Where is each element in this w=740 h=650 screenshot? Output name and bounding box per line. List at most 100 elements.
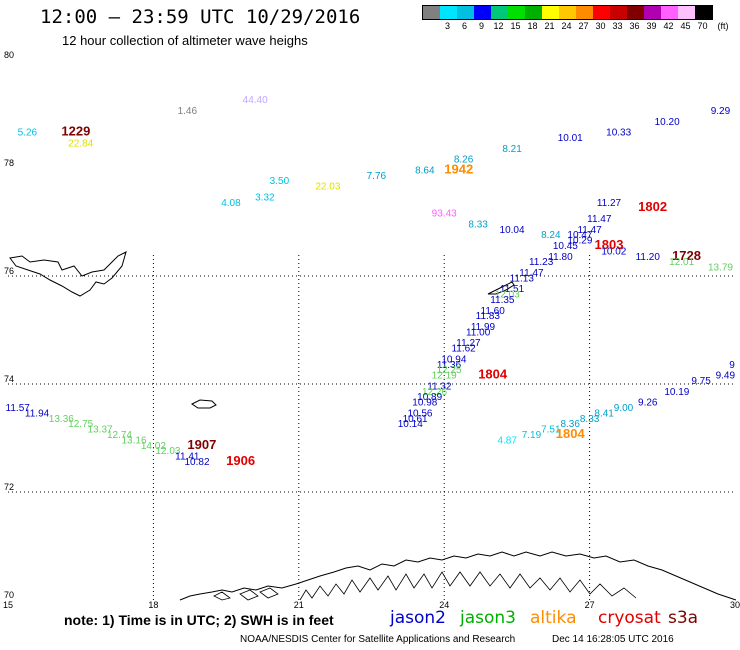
lat-lon-grid <box>8 255 735 600</box>
wave-height-label: 10.01 <box>558 133 583 144</box>
legend-swatch <box>593 6 610 19</box>
legend-tick-label: 18 <box>527 21 538 31</box>
legend-tick-label: 6 <box>461 21 468 31</box>
wave-height-label: 10.56 <box>407 408 432 419</box>
wave-height-label: 11.80 <box>548 252 573 263</box>
wave-height-label: 10.20 <box>655 117 680 128</box>
wave-height-label: 10.33 <box>606 128 631 139</box>
wave-height-label: 12.75 <box>68 419 93 430</box>
coastline <box>9 251 737 601</box>
pass-time-label: 1728 <box>672 248 701 263</box>
credit-text: NOAA/NESDIS Center for Satellite Applica… <box>240 634 516 645</box>
color-legend: 3 6 9 12 15 18 21 24 27 30 33 36 39 42 45 70 (ft) <box>422 5 729 32</box>
legend-swatch <box>678 6 695 19</box>
lat-tick-label: 78 <box>4 158 14 168</box>
wave-height-label: 9.49 <box>716 371 736 382</box>
wave-height-label: 3.50 <box>270 176 290 187</box>
legend-swatch <box>627 6 644 19</box>
wave-height-label: 11.27 <box>456 338 481 349</box>
legend-swatch <box>491 6 508 19</box>
wave-height-label: 9 <box>729 360 735 371</box>
pass-time-label: 1907 <box>187 437 216 452</box>
lat-tick-label: 72 <box>4 482 14 492</box>
lat-tick-label: 76 <box>4 266 14 276</box>
wave-height-label: 9.00 <box>614 403 634 414</box>
wave-height-label: 11.51 <box>500 284 525 295</box>
wave-height-label: 9.29 <box>711 106 731 117</box>
legend-tick-label: 39 <box>646 21 657 31</box>
wave-height-label: 11.94 <box>25 408 50 419</box>
satellite-jason2: jason2 <box>390 608 446 628</box>
wave-height-label: 11.62 <box>451 344 476 355</box>
wave-height-label: 8.33 <box>580 414 600 425</box>
pass-time-label: 1803 <box>595 237 624 252</box>
wave-height-label: 11.60 <box>481 306 506 317</box>
wave-height-label: 8.41 <box>594 408 614 419</box>
wave-height-label: 10.19 <box>664 387 689 398</box>
wave-height-label: 11.99 <box>471 322 496 333</box>
lon-tick-label: 15 <box>3 600 13 610</box>
wave-height-label: 10.98 <box>412 398 437 409</box>
legend-unit: (ft) <box>717 21 729 31</box>
wave-height-label: 3.32 <box>255 192 275 203</box>
legend-tick-label: 33 <box>612 21 623 31</box>
wave-height-label: 93.43 <box>432 209 457 220</box>
legend-swatch <box>525 6 542 19</box>
satellite-jason3: jason3 <box>460 608 516 628</box>
wave-height-label: 9.75 <box>691 376 711 387</box>
norway-coast <box>179 551 737 601</box>
wave-height-label: 10.04 <box>500 225 525 236</box>
wave-height-label: 11.35 <box>490 295 515 306</box>
legend-tick-label: 27 <box>578 21 589 31</box>
wave-height-label: 9.26 <box>638 398 658 409</box>
legend-tick-label: 36 <box>629 21 640 31</box>
pass-time-label: 1942 <box>444 161 473 176</box>
bjornoya-island <box>191 399 217 409</box>
legend-swatch <box>661 6 678 19</box>
satellite-altika: altika <box>530 608 577 628</box>
wave-height-label: 11.36 <box>437 360 462 371</box>
wave-height-label: 10.47 <box>567 230 592 241</box>
pass-time-label: 1229 <box>61 124 90 139</box>
wave-height-label: 8.64 <box>415 165 435 176</box>
satellite-cryosat: cryosat <box>598 608 661 628</box>
pass-time-label: 1906 <box>226 453 255 468</box>
wave-height-label: 22.03 <box>315 182 340 193</box>
wave-height-label: 8.33 <box>468 219 488 230</box>
legend-tick-label: 12 <box>493 21 504 31</box>
wave-height-label: 8.36 <box>560 419 580 430</box>
legend-swatch <box>423 6 440 19</box>
wave-height-label: 12.25 <box>437 365 462 376</box>
lon-tick-label: 27 <box>585 600 595 610</box>
wave-height-label: 7.19 <box>522 430 542 441</box>
wave-height-label: 13.37 <box>88 425 113 436</box>
footer-note: note: 1) Time is in UTC; 2) SWH is in fe… <box>64 612 334 628</box>
wave-height-label: 12.03 <box>495 290 520 301</box>
svalbard-coast <box>9 251 127 297</box>
wave-height-label: 4.08 <box>221 198 241 209</box>
wave-height-label: 11.47 <box>577 225 602 236</box>
wave-height-label: 10.61 <box>403 414 428 425</box>
norway-islands <box>213 587 279 601</box>
wave-height-label: 7.76 <box>367 171 387 182</box>
lat-tick-label: 80 <box>4 50 14 60</box>
wave-height-label: 8.26 <box>454 155 474 166</box>
lat-tick-label: 74 <box>4 374 14 384</box>
map-title: 12:00 – 23:59 UTC 10/29/2016 <box>40 6 361 28</box>
timestamp: Dec 14 16:28:05 UTC 2016 <box>552 634 674 645</box>
legend-swatch <box>644 6 661 19</box>
wave-height-label: 10.89 <box>417 392 442 403</box>
legend-color-bar <box>422 5 713 20</box>
legend-tick-label: 21 <box>544 21 555 31</box>
wave-height-label: 10.82 <box>185 457 210 468</box>
pass-time-label: 1804 <box>478 367 508 382</box>
legend-swatch <box>457 6 474 19</box>
wave-height-label: 12.26 <box>422 387 447 398</box>
wave-height-label: 10.14 <box>398 419 423 430</box>
wave-height-label: 11.00 <box>466 327 491 338</box>
wave-height-label: 11.23 <box>529 257 554 268</box>
wave-height-label: 12.19 <box>432 371 457 382</box>
wave-height-label: 11.57 <box>6 403 31 414</box>
